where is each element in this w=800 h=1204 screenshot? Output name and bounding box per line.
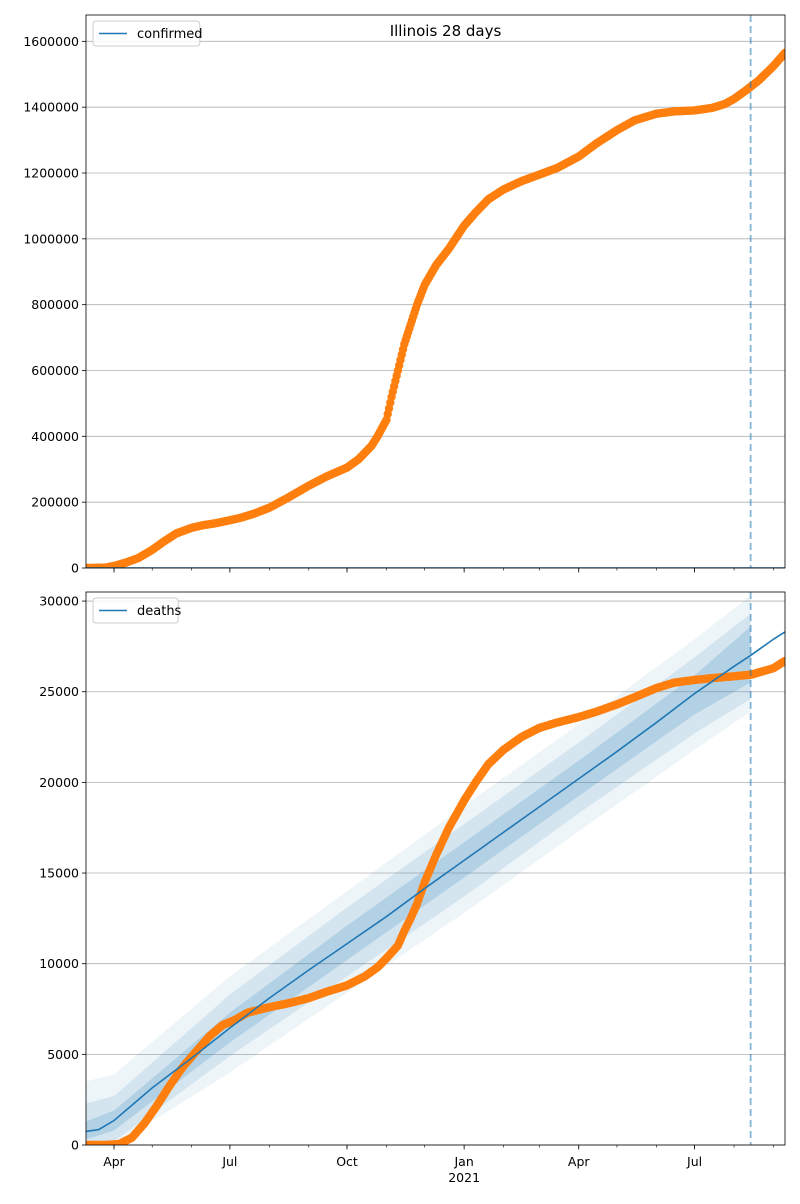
legend-label: deaths: [137, 604, 182, 619]
y-tick-label: 20000: [39, 775, 79, 790]
y-tick-label: 200000: [31, 495, 79, 510]
observed-points: [86, 48, 785, 568]
y-tick-label: 25000: [39, 684, 79, 699]
y-tick-label: 0: [71, 561, 79, 576]
x-tick-label: Oct: [336, 1154, 358, 1169]
x-tick-label: Apr: [103, 1154, 125, 1169]
observed-point: [780, 656, 785, 666]
chart-title: Illinois 28 days: [390, 22, 502, 40]
y-tick-label: 10000: [39, 956, 79, 971]
plot-area: [86, 595, 785, 1145]
y-tick-label: 1600000: [23, 34, 79, 49]
y-tick-label: 400000: [31, 429, 79, 444]
axes-frame: [85, 14, 786, 569]
legend-box: [92, 20, 201, 47]
legend-box: [92, 597, 179, 624]
y-tick-label: 600000: [31, 363, 79, 378]
plot-area: [86, 48, 785, 568]
y-tick-label: 15000: [39, 866, 79, 881]
y-tick-label: 1000000: [23, 231, 79, 246]
y-tick-label: 30000: [39, 594, 79, 609]
x-year-label: 2021: [448, 1170, 480, 1185]
observed-point: [780, 48, 785, 58]
y-tick-label: 800000: [31, 297, 79, 312]
x-tick-label: Apr: [568, 1154, 590, 1169]
y-tick-label: 1400000: [23, 100, 79, 115]
observed-points: [86, 656, 785, 1145]
chart-panel-1: 0 200000 400000 600000 800000 1000000 1200000 1…: [23, 14, 786, 576]
legend-label: confirmed: [137, 27, 203, 42]
y-tick-label: 0: [71, 1138, 79, 1153]
deaths-line: [86, 631, 785, 1133]
y-tick-label: 5000: [47, 1047, 79, 1062]
y-tick-label: 1200000: [23, 166, 79, 181]
x-tick-label: Jul: [221, 1154, 237, 1169]
axes-frame: [85, 591, 786, 1146]
chart-panel-2: 0 5000 10000 15000 20000 25000 30000 Apr Jul Oct J…: [39, 591, 786, 1185]
x-tick-label: Jul: [686, 1154, 702, 1169]
x-tick-label: Jan: [454, 1154, 474, 1169]
